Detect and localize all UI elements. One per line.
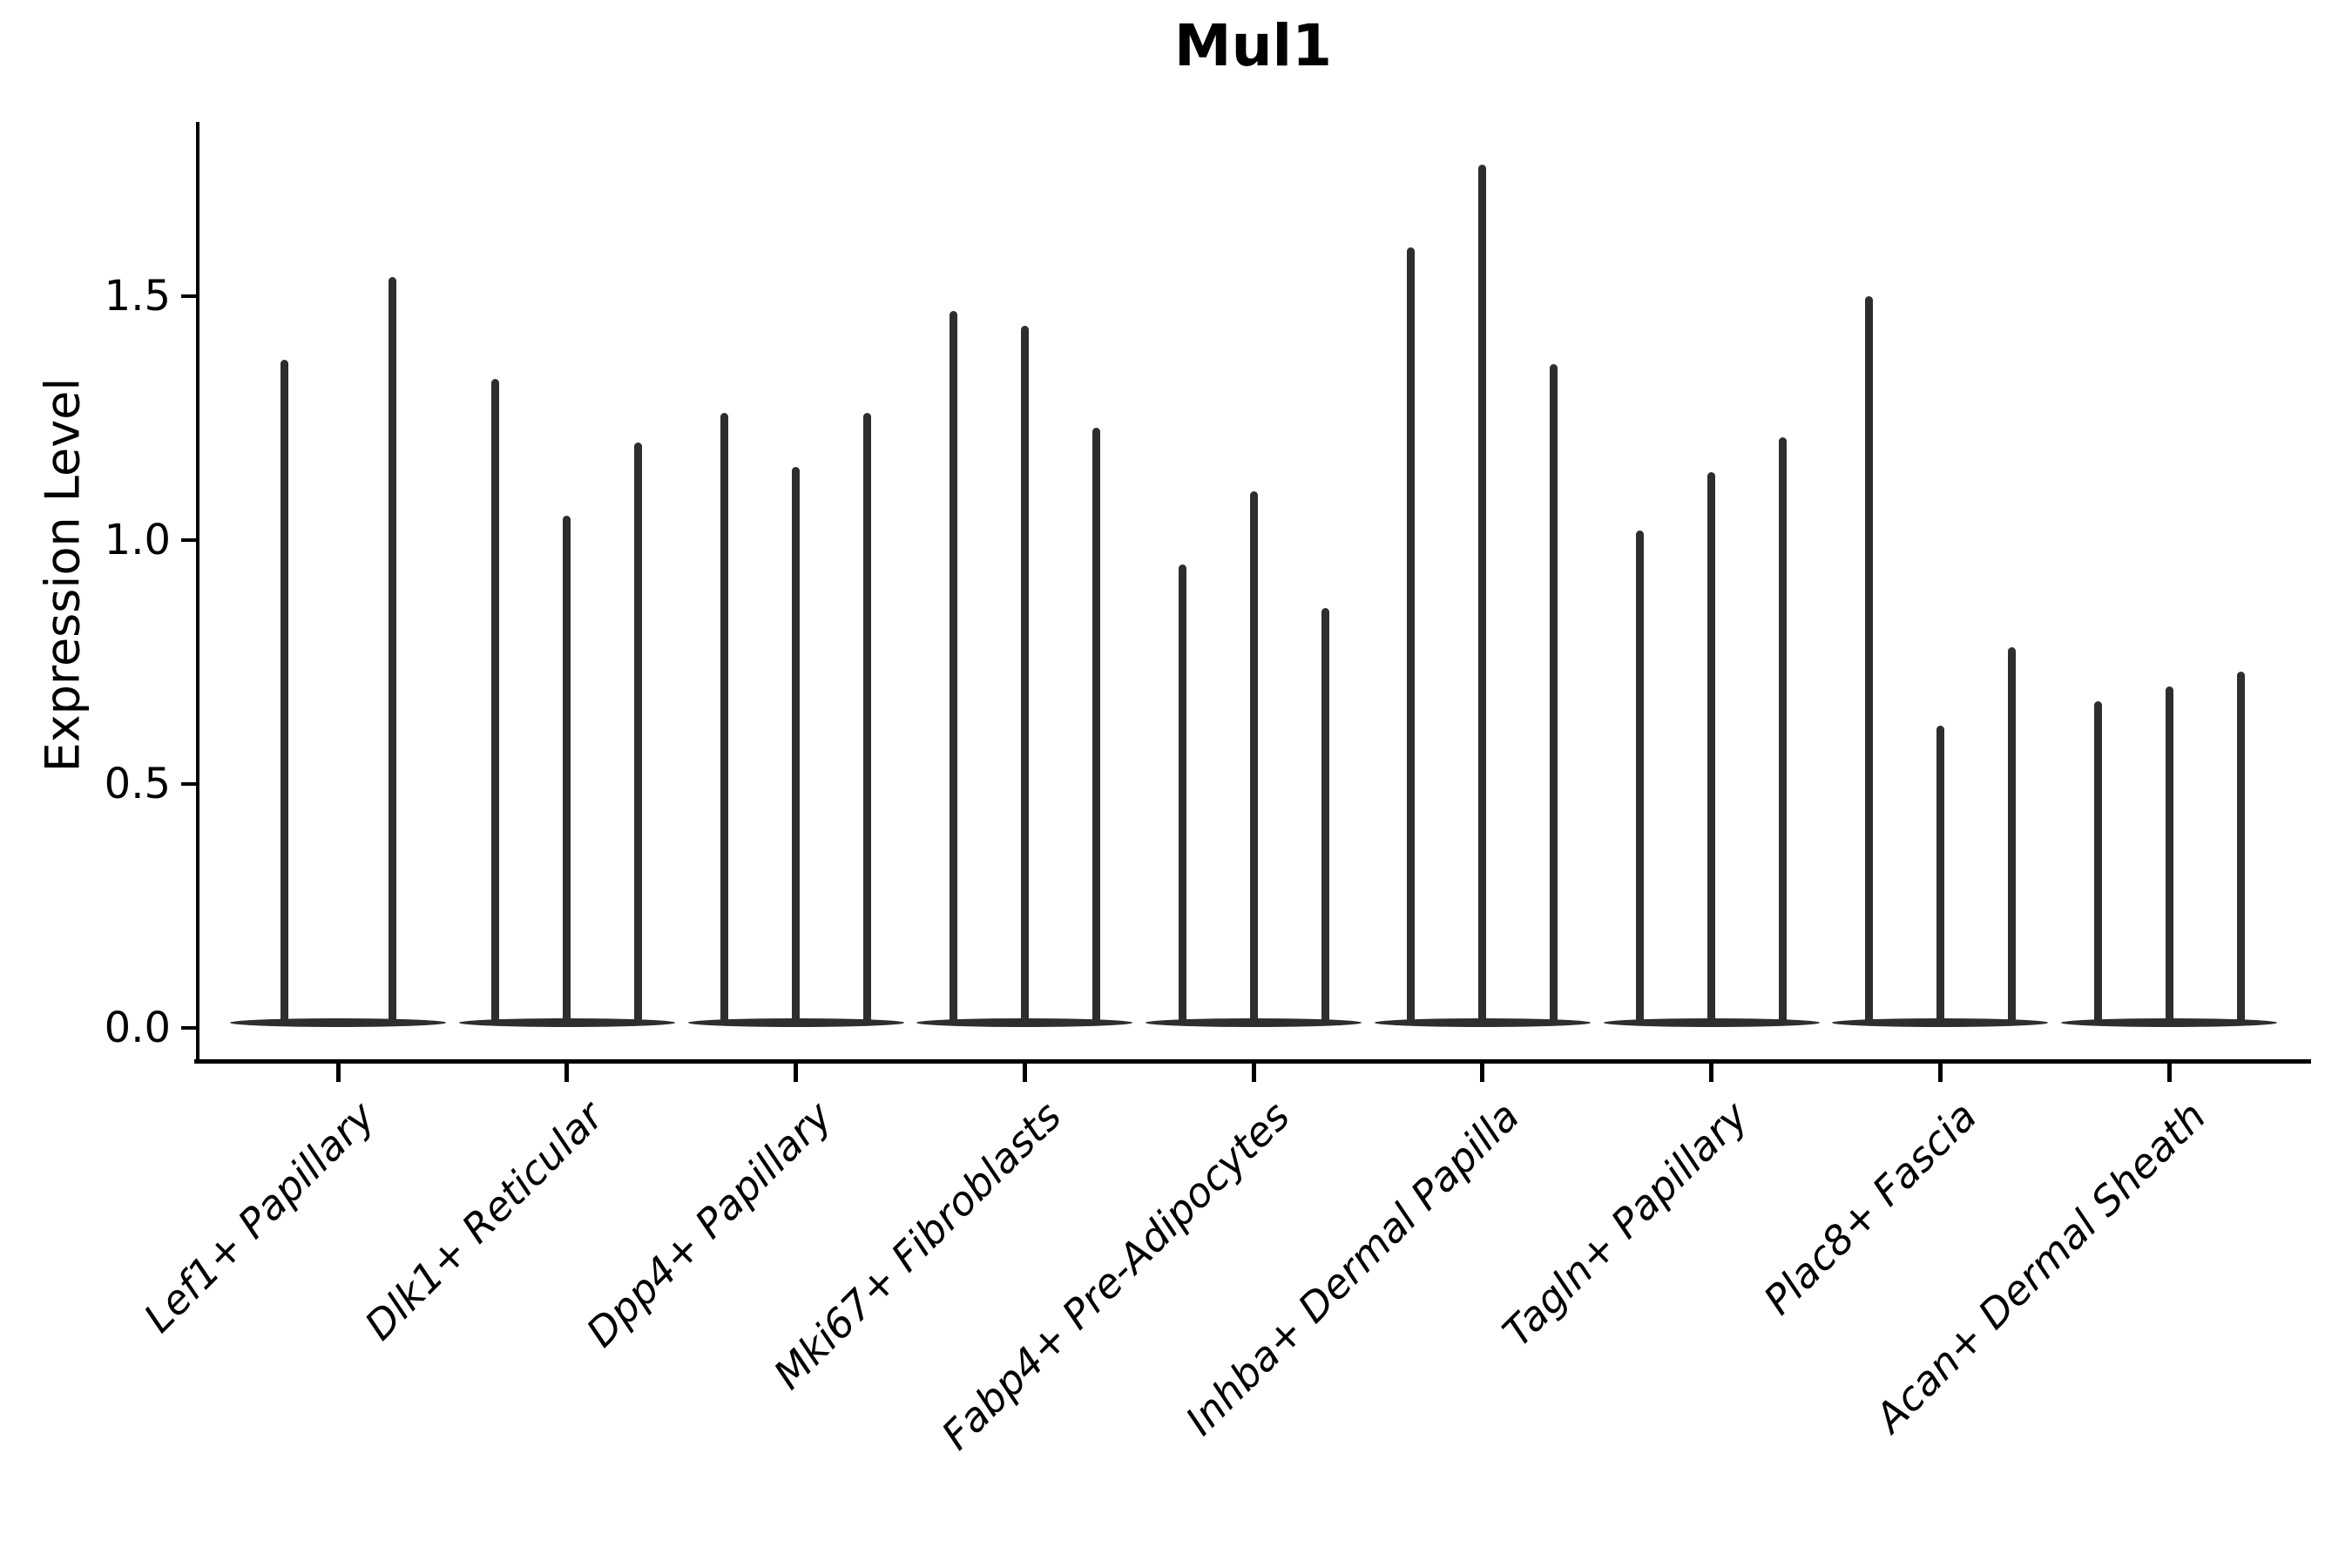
y-tick-label: 0.5: [104, 760, 171, 808]
violin-spike: [1779, 437, 1787, 1023]
y-tick-label: 1.5: [104, 272, 171, 321]
chart-title: Mul1: [1173, 12, 1333, 79]
x-tick-mark: [794, 1064, 798, 1082]
violin-spike: [1249, 491, 1258, 1023]
violin-base: [2061, 1018, 2277, 1027]
x-tick-mark: [2166, 1064, 2172, 1082]
violin-base: [1374, 1018, 1591, 1027]
violin-spike: [1550, 364, 1558, 1023]
x-tick-mark: [1709, 1064, 1713, 1082]
violin-spike: [1321, 608, 1329, 1023]
violin-spike: [1178, 564, 1186, 1023]
violin-spike: [634, 443, 643, 1023]
violin-spike: [863, 413, 871, 1023]
x-tick-mark: [1251, 1064, 1256, 1082]
violin-spike: [2236, 672, 2245, 1023]
violin-spike: [1478, 164, 1487, 1023]
violin-base: [916, 1018, 1133, 1027]
x-tick-mark: [1022, 1064, 1027, 1082]
y-tick-label: 1.0: [104, 516, 171, 564]
violin-spike: [792, 467, 800, 1023]
violin-base: [687, 1018, 904, 1027]
x-tick-mark: [1480, 1064, 1485, 1082]
y-tick-mark: [181, 782, 196, 786]
violin-spike: [2165, 686, 2173, 1023]
violin-spike: [2093, 700, 2102, 1023]
violin-spike: [1020, 325, 1029, 1023]
violin-base: [1603, 1018, 1820, 1027]
violin-spike: [1092, 428, 1100, 1023]
violin-spike: [1936, 725, 1944, 1023]
x-category-label: Lef1+ Papillary: [134, 1092, 384, 1342]
violin-spike: [280, 359, 288, 1023]
y-tick-mark: [181, 538, 196, 542]
x-category-label: Dlk1+ Reticular: [355, 1092, 612, 1349]
y-tick-label: 0.0: [104, 1004, 171, 1052]
x-tick-mark: [564, 1064, 570, 1082]
x-axis-spine: [194, 1059, 2311, 1064]
violin-spike: [563, 516, 571, 1023]
violin-spike: [388, 276, 396, 1023]
y-tick-mark: [181, 294, 196, 298]
violin-spike: [491, 379, 500, 1023]
violin-base: [230, 1018, 446, 1027]
violin-spike: [1636, 530, 1644, 1023]
violin-spike: [949, 310, 957, 1023]
violin-base: [458, 1018, 675, 1027]
violin-spike: [2007, 647, 2016, 1023]
y-tick-mark: [181, 1026, 196, 1030]
x-tick-mark: [1937, 1064, 1943, 1082]
x-category-label: Dpp4+ Papillary: [578, 1092, 841, 1356]
violin-base: [1146, 1018, 1362, 1027]
violin-spike: [1707, 471, 1715, 1023]
x-tick-mark: [335, 1064, 341, 1082]
y-axis-spine: [196, 122, 199, 1063]
x-category-label: Plac8+ Fascia: [1754, 1092, 1986, 1324]
violin-base: [1832, 1018, 2049, 1027]
violin-spike: [1864, 296, 1873, 1023]
x-category-label: Tagln+ Papillary: [1493, 1092, 1757, 1356]
violin-spike: [1407, 247, 1416, 1023]
violin-spike: [720, 413, 728, 1023]
y-axis-label: Expression Level: [35, 377, 91, 773]
